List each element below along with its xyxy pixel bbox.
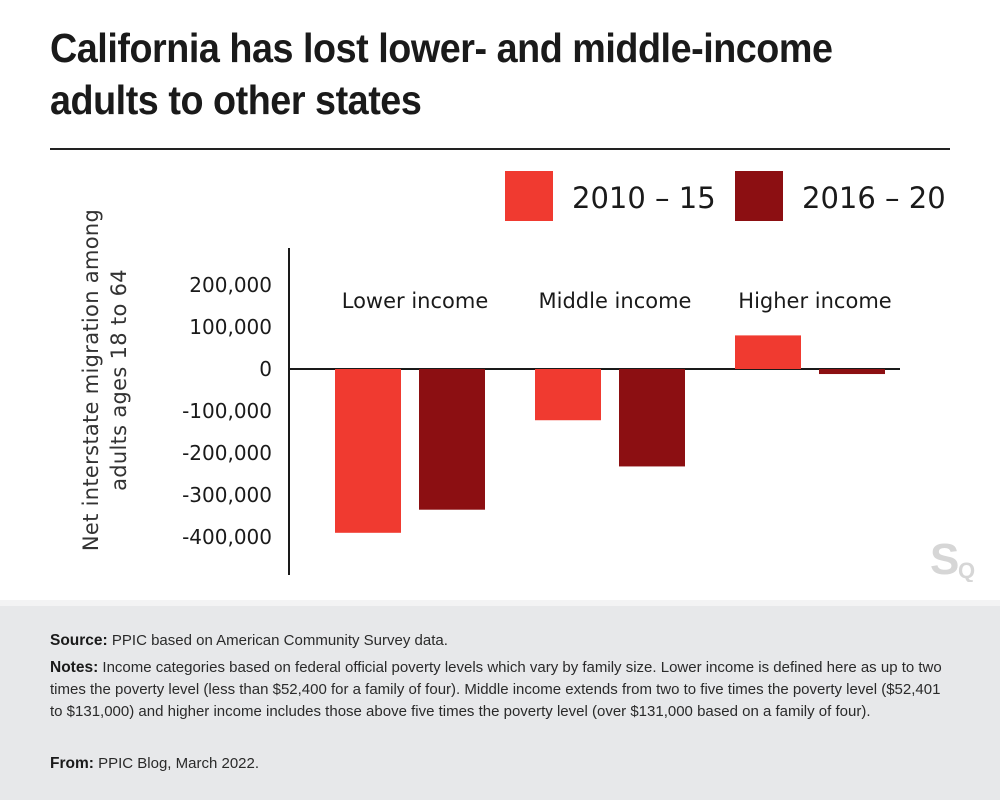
legend-swatch-2016-20	[735, 171, 783, 221]
source-label: Source:	[50, 632, 108, 649]
category-label: Lower income	[342, 289, 489, 313]
y-tick-label: -200,000	[182, 441, 272, 465]
bar-201015-lower-income	[335, 369, 401, 533]
from-text: PPIC Blog, March 2022.	[98, 755, 260, 772]
bar-201620-higher-income	[819, 369, 885, 375]
y-tick-label: 100,000	[189, 315, 272, 339]
y-tick-label: -300,000	[182, 483, 272, 507]
footer	[0, 600, 1000, 800]
chart-title: California has lost lower- and middle-in…	[50, 25, 833, 123]
category-label: Higher income	[738, 289, 891, 313]
from-note: From: PPIC Blog, March 2022.	[50, 753, 950, 775]
category-label: Middle income	[539, 289, 692, 313]
y-tick-label: -100,000	[182, 399, 272, 423]
y-tick-label: -400,000	[182, 525, 272, 549]
from-label: From:	[50, 755, 94, 772]
legend-label-2010-15: 2010 – 15	[572, 181, 716, 215]
legend-swatch-2010-15	[505, 171, 553, 221]
svg-text:Q: Q	[958, 558, 975, 582]
bar-201620-middle-income	[619, 369, 685, 467]
bar-201015-higher-income	[735, 335, 801, 369]
y-tick-label: 200,000	[189, 273, 272, 297]
source-note: Source: PPIC based on American Community…	[50, 630, 950, 652]
source-text: PPIC based on American Community Survey …	[111, 632, 448, 649]
notes-text: Income categories based on federal offic…	[50, 659, 942, 720]
notes-note: Notes: Income categories based on federa…	[50, 657, 950, 723]
notes-label: Notes:	[50, 659, 99, 676]
legend: 2010 – 15 2016 – 20	[0, 171, 1000, 223]
y-tick-label: 0	[259, 357, 272, 381]
bar-chart: 200,000 100,000 0 -100,000 -200,000 -300,000 -…	[182, 248, 900, 575]
title-divider	[50, 148, 950, 150]
bar-201620-lower-income	[419, 369, 485, 510]
svg-text:S: S	[930, 535, 959, 582]
sq-logo-icon: S Q	[930, 535, 975, 582]
footer-separator	[0, 600, 1000, 606]
bar-201015-middle-income	[535, 369, 601, 421]
legend-label-2016-20: 2016 – 20	[802, 181, 946, 215]
